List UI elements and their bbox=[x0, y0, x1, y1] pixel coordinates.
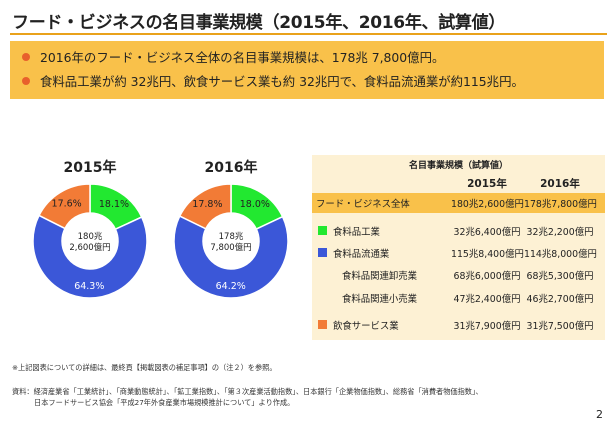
legend-swatch bbox=[318, 320, 327, 329]
source-note: 資料：経済産業省「工業統計」、「商業動態統計」、「鉱工業指数」、「第３次産業活動… bbox=[12, 387, 483, 408]
table-row-label: フード・ビジネス全体 bbox=[316, 199, 410, 210]
table-cell-value: 31兆7,900億円 bbox=[453, 321, 521, 332]
pie-slice-label: 64.3% bbox=[74, 281, 104, 292]
pie-center-label: 2,600億円 bbox=[69, 242, 110, 253]
table-cell-value: 46兆2,700億円 bbox=[526, 294, 594, 305]
table-row: 食料品関連卸売業 68兆6,000億円 68兆5,300億円 bbox=[312, 265, 605, 285]
table-title: 名目事業規模（試算値） bbox=[408, 161, 508, 171]
table-cell-value: 32兆6,400億円 bbox=[453, 227, 521, 238]
pie-2016-title: 2016年 bbox=[204, 160, 258, 176]
table-row-label: 食料品関連小売業 bbox=[342, 294, 418, 305]
table-cell-value: 178兆7,800億円 bbox=[524, 199, 597, 210]
source-line: 資料：経済産業省「工業統計」、「商業動態統計」、「鉱工業指数」、「第３次産業活動… bbox=[12, 387, 483, 396]
pie-center-label: 180兆 bbox=[78, 231, 103, 242]
pie-center-label: 7,800億円 bbox=[210, 242, 251, 253]
pie-slice-label: 64.2% bbox=[216, 281, 246, 292]
pie-slice bbox=[38, 183, 91, 230]
table-cell-value: 115兆8,400億円 bbox=[451, 249, 524, 260]
table-cell-value: 180兆2,600億円 bbox=[451, 199, 524, 210]
page-number: 2 bbox=[596, 408, 603, 421]
table-row-label: 食料品関連卸売業 bbox=[342, 271, 418, 282]
pie-chart-2015: 18.1% 64.3% 17.6% 180兆2,600億円 bbox=[32, 183, 148, 299]
page-title: フード・ビジネスの名目事業規模（2015年、2016年、試算値） bbox=[12, 13, 506, 33]
title-divider bbox=[10, 33, 607, 35]
pie-slice bbox=[173, 215, 289, 299]
table-row: 食料品関連小売業 47兆2,400億円 46兆2,700億円 bbox=[312, 288, 605, 308]
summary-text: 2016年のフード・ビジネス全体の名目事業規模は、178兆 7,800億円。 bbox=[40, 50, 445, 65]
table-row-label: 食料品工業 bbox=[333, 227, 380, 238]
table-row-label: 飲食サービス業 bbox=[333, 321, 399, 332]
pie-slice-label: 17.6% bbox=[52, 199, 82, 210]
bullet-icon bbox=[22, 53, 30, 61]
table-cell-value: 68兆6,000億円 bbox=[453, 271, 521, 282]
footnote: ※上記図表についての詳細は、最終頁【掲載図表の補足事項】の（注２）を参照。 bbox=[12, 363, 277, 372]
table-cell-value: 31兆7,500億円 bbox=[526, 321, 594, 332]
table-row: 飲食サービス業 31兆7,900億円 31兆7,500億円 bbox=[312, 315, 605, 335]
table-cell-value: 68兆5,300億円 bbox=[526, 271, 594, 282]
pie-slice-label: 18.0% bbox=[240, 199, 270, 210]
pie-slice-label: 17.8% bbox=[192, 199, 222, 210]
table-header-2016: 2016年 bbox=[540, 178, 580, 190]
pie-2015-title: 2015年 bbox=[63, 160, 117, 176]
table-row: 食料品流通業 115兆8,400億円 114兆8,000億円 bbox=[312, 243, 605, 263]
table-row: フード・ビジネス全体 180兆2,600億円 178兆7,800億円 bbox=[312, 193, 605, 213]
pie-slice bbox=[32, 214, 148, 299]
table-background bbox=[312, 155, 605, 340]
source-line: 日本フードサービス協会「平成27年外食産業市場規模推計について」より作成。 bbox=[34, 397, 295, 407]
pie-slice-label: 18.1% bbox=[99, 199, 129, 210]
legend-swatch bbox=[318, 226, 327, 235]
pie-chart-2016: 18.0% 64.2% 17.8% 178兆7,800億円 bbox=[173, 183, 289, 299]
summary-box: 2016年のフード・ビジネス全体の名目事業規模は、178兆 7,800億円。 食… bbox=[10, 41, 604, 99]
table-header-2015: 2015年 bbox=[467, 178, 507, 190]
legend-swatch bbox=[318, 248, 327, 257]
table-cell-value: 32兆2,200億円 bbox=[526, 227, 594, 238]
table-row-label: 食料品流通業 bbox=[333, 249, 390, 260]
summary-line: 食料品工業が約 32兆円、飲食サービス業も約 32兆円で、食料品流通業が約115… bbox=[22, 70, 604, 94]
bullet-icon bbox=[22, 77, 30, 85]
table-cell-value: 114兆8,000億円 bbox=[524, 249, 597, 260]
pie-center-label: 178兆 bbox=[219, 231, 244, 242]
pie-slice bbox=[178, 183, 232, 230]
summary-text: 食料品工業が約 32兆円、飲食サービス業も約 32兆円で、食料品流通業が約115… bbox=[40, 74, 524, 89]
table-cell-value: 47兆2,400億円 bbox=[453, 294, 521, 305]
table-row: 食料品工業 32兆6,400億円 32兆2,200億円 bbox=[312, 221, 605, 241]
summary-line: 2016年のフード・ビジネス全体の名目事業規模は、178兆 7,800億円。 bbox=[22, 46, 604, 70]
